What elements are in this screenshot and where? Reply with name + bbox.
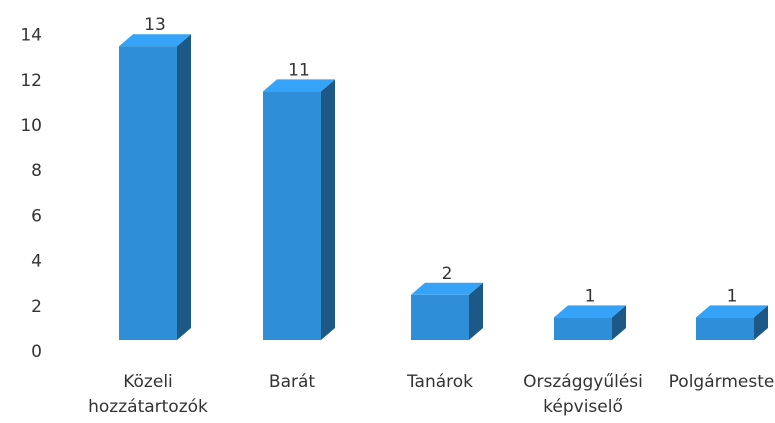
x-tick-label: Polgármester: [669, 372, 775, 392]
bar-side: [321, 79, 335, 341]
label-line: hozzátartozók: [88, 397, 208, 417]
data-label: 11: [288, 60, 310, 80]
bar-top: [119, 34, 191, 47]
bar: [119, 46, 177, 340]
bar: [696, 317, 754, 340]
bar: [411, 294, 469, 340]
bar-side: [469, 282, 483, 340]
data-label: 1: [727, 286, 738, 306]
bar-side: [612, 305, 626, 340]
bar-top: [554, 305, 626, 318]
label-line: Közeli: [123, 372, 173, 392]
bar-side: [754, 305, 768, 340]
x-tick-label: Közeli hozzátartozók: [88, 372, 208, 417]
bar-top: [411, 282, 483, 295]
x-tick-label: Barát: [269, 372, 315, 392]
data-label: 1: [585, 286, 596, 306]
x-tick-label: Országgyűlési képviselő: [523, 372, 643, 417]
bar: [554, 317, 612, 340]
bar-top: [263, 79, 335, 92]
y-tick-label: 6: [31, 206, 42, 226]
y-tick-label: 2: [31, 297, 42, 317]
y-tick-label: 10: [20, 116, 42, 136]
bar-top: [696, 305, 768, 318]
y-tick-label: 0: [31, 342, 42, 362]
y-tick-label: 14: [20, 26, 42, 46]
label-line: Országgyűlési: [523, 372, 643, 392]
y-tick-label: 8: [31, 161, 42, 181]
data-label: 2: [442, 264, 453, 284]
y-tick-label: 12: [20, 71, 42, 91]
label-line: képviselő: [543, 397, 623, 417]
x-tick-label: Tanárok: [406, 372, 473, 392]
bar-side: [177, 34, 191, 340]
data-label: 13: [144, 15, 166, 35]
y-tick-label: 4: [31, 252, 42, 272]
bar: [263, 91, 321, 341]
